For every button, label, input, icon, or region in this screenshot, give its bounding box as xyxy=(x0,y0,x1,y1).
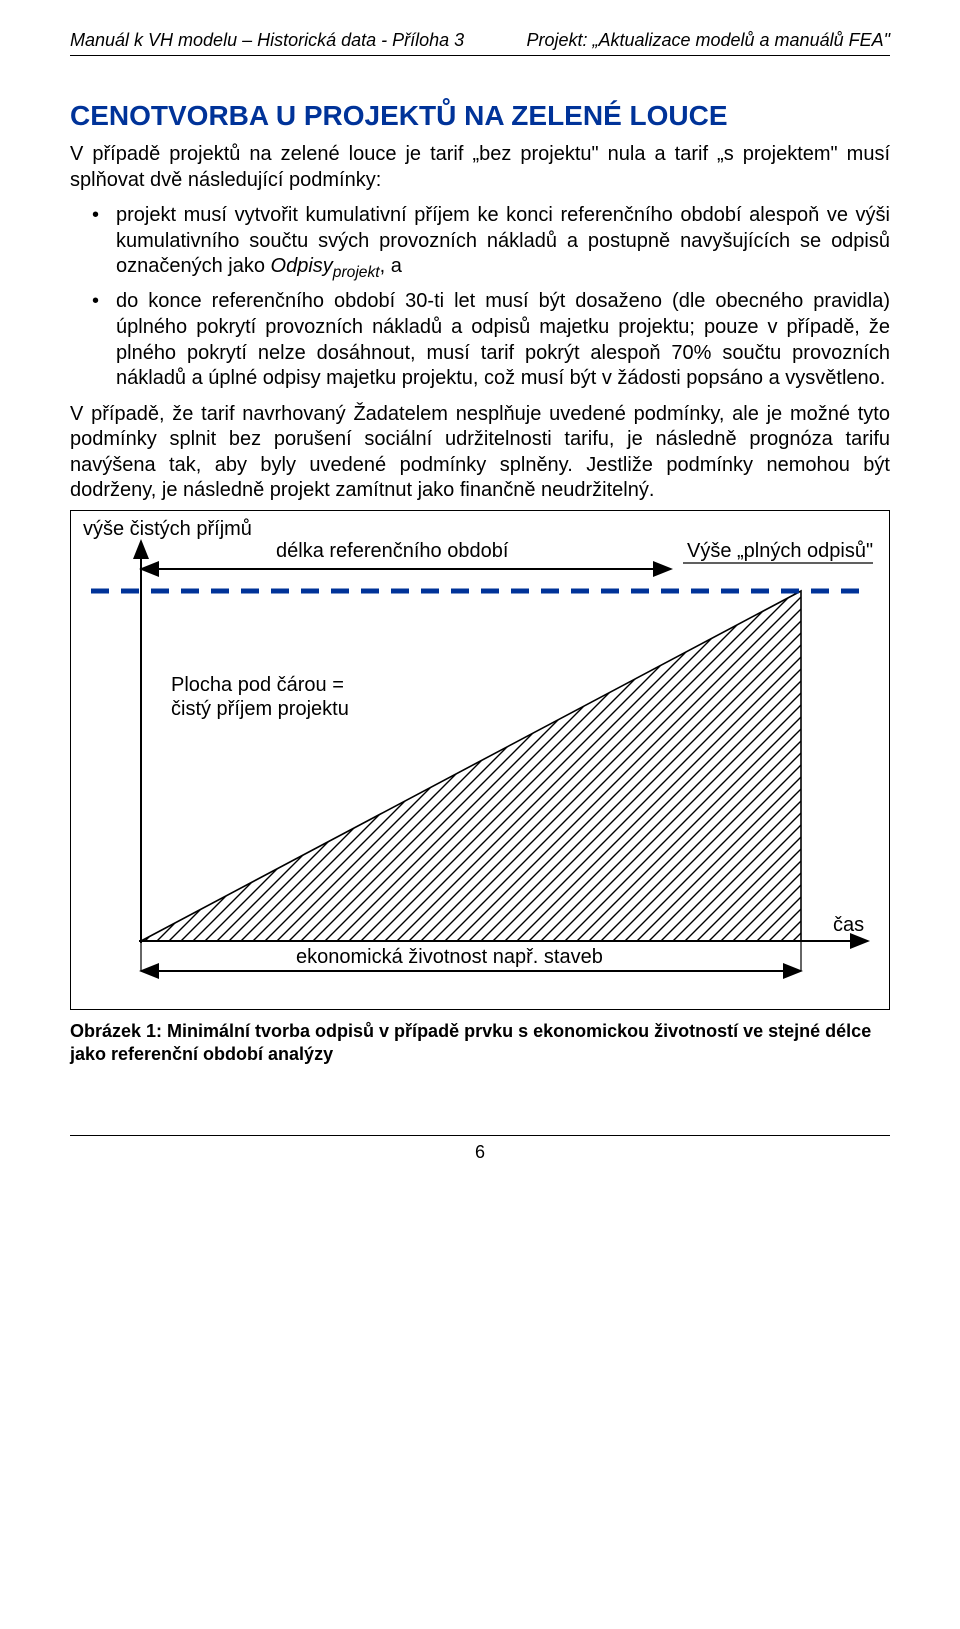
svg-text:ekonomická životnost např. sta: ekonomická životnost např. staveb xyxy=(296,946,603,968)
header-left: Manuál k VH modelu – Historická data - P… xyxy=(70,30,464,51)
bullet-item-2: do konce referenčního období 30-ti let m… xyxy=(70,289,890,391)
bullet-list: projekt musí vytvořit kumulativní příjem… xyxy=(70,203,890,392)
svg-text:výše čistých příjmů: výše čistých příjmů xyxy=(83,518,252,540)
svg-text:čistý příjem projektu: čistý příjem projektu xyxy=(171,698,349,720)
bullet1-subscript: projekt xyxy=(333,264,380,281)
svg-text:Výše „plných odpisů": Výše „plných odpisů" xyxy=(687,540,873,562)
figure-caption: Obrázek 1: Minimální tvorba odpisů v pří… xyxy=(70,1020,890,1065)
page-number: 6 xyxy=(475,1142,485,1162)
bullet1-post: , a xyxy=(380,255,402,277)
diagram-container: výše čistých příjmů délka referenčního ob… xyxy=(70,510,890,1010)
bullet1-pre: projekt musí vytvořit kumulativní příjem… xyxy=(116,204,890,277)
bullet1-italic: Odpisy xyxy=(271,255,333,277)
paragraph-2: V případě, že tarif navrhovaný Žadatelem… xyxy=(70,402,890,504)
intro-paragraph: V případě projektů na zelené louce je ta… xyxy=(70,142,890,193)
document-page: Manuál k VH modelu – Historická data - P… xyxy=(0,0,960,1203)
svg-text:čas: čas xyxy=(833,914,864,936)
diagram-svg: výše čistých příjmů délka referenčního ob… xyxy=(71,511,887,1009)
section-title: CENOTVORBA U PROJEKTŮ NA ZELENÉ LOUCE xyxy=(70,100,890,132)
page-footer: 6 xyxy=(70,1135,890,1163)
bullet-item-1: projekt musí vytvořit kumulativní příjem… xyxy=(70,203,890,283)
svg-text:Plocha pod čárou =: Plocha pod čárou = xyxy=(171,674,344,696)
svg-text:délka referenčního období: délka referenčního období xyxy=(276,540,509,562)
page-header: Manuál k VH modelu – Historická data - P… xyxy=(70,30,890,56)
header-right: Projekt: „Aktualizace modelů a manuálů F… xyxy=(526,30,890,51)
